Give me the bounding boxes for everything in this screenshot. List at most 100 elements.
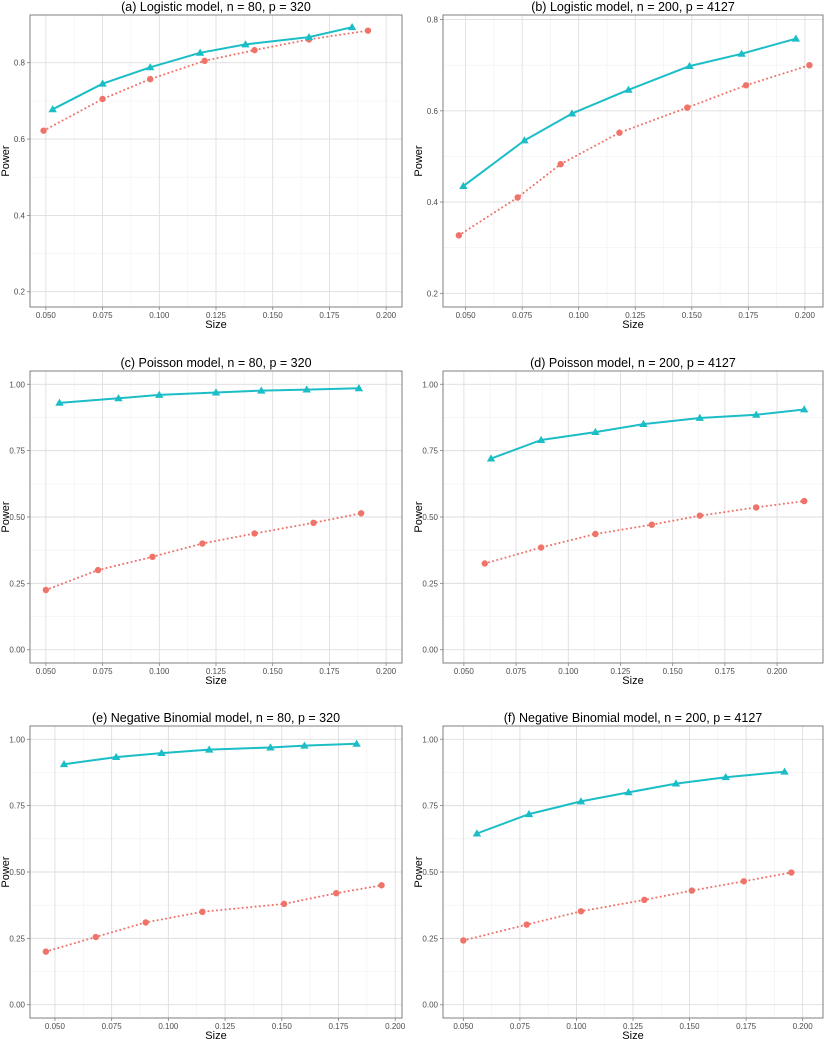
triangle-point [354, 384, 364, 392]
triangle-point [624, 788, 633, 796]
circle-point [592, 530, 599, 538]
y-tick-label: 0.75 [422, 802, 438, 811]
chart-panel-1: 0.050 0.075 0.100 0.125 0.150 0.175 0.200 0.2 0.… [0, 0, 403, 331]
x-tick-label: 0.150 [663, 667, 684, 676]
circle-point [149, 553, 156, 561]
x-tick-label: 0.200 [376, 311, 397, 320]
y-tick-label: 0.75 [422, 447, 438, 456]
y-tick-label: 0.50 [9, 513, 25, 522]
triangle-point [524, 809, 534, 818]
circle-point [94, 566, 102, 574]
x-tick-label: 0.200 [767, 667, 788, 676]
x-tick-label: 0.075 [102, 1022, 123, 1031]
chart-panel-5: 0.050 0.075 0.100 0.125 0.150 0.175 0.200 0.00 0… [0, 711, 406, 1039]
x-tick-label: 0.075 [510, 1022, 531, 1031]
y-axis-label: Power [413, 145, 425, 177]
triangle-point [300, 741, 309, 749]
circle-point [752, 504, 760, 511]
y-tick-label: 0.50 [422, 513, 438, 522]
y-tick-label: 0.6 [427, 107, 439, 116]
triangle-point [55, 398, 64, 406]
x-tick-label: 0.075 [93, 311, 114, 320]
x-tick-label: 0.125 [623, 1022, 644, 1031]
y-tick-label: 0.4 [14, 211, 26, 220]
circle-point [523, 921, 530, 928]
x-axis-label: Size [205, 675, 226, 687]
circle-point [147, 75, 154, 83]
x-tick-label: 0.150 [272, 1022, 293, 1031]
plot-border [442, 725, 824, 1019]
x-tick-label: 0.050 [456, 311, 477, 320]
x-tick-label: 0.125 [625, 311, 646, 320]
y-tick-label: 0.00 [422, 1001, 438, 1010]
triangle-point [459, 181, 468, 190]
y-axis-label: Power [0, 501, 12, 533]
triangle-point [146, 63, 155, 71]
chart-panel-3: 0.050 0.075 0.100 0.125 0.150 0.175 0.200 0.00 0… [0, 356, 403, 687]
circle-point [616, 129, 623, 136]
y-tick-label: 0.50 [422, 868, 438, 877]
x-tick-label: 0.175 [736, 1022, 757, 1031]
chart-panel-4: 0.050 0.075 0.100 0.125 0.150 0.175 0.200 0.00 0… [413, 356, 824, 687]
circle-point [42, 586, 50, 594]
x-tick-label: 0.150 [263, 667, 284, 676]
circle-point [455, 232, 463, 239]
y-tick-label: 0.2 [427, 289, 439, 298]
y-tick-label: 0.75 [9, 802, 25, 811]
circle-point [806, 61, 813, 69]
y-tick-label: 1.00 [9, 735, 25, 744]
triangle-point [302, 385, 311, 393]
circle-point [378, 882, 385, 889]
triangle-point [111, 752, 121, 760]
triangle-point [520, 136, 529, 144]
plot-panel [442, 14, 824, 308]
y-tick-label: 0.00 [9, 1001, 25, 1010]
x-tick-label: 0.050 [36, 311, 57, 320]
x-tick-label: 0.175 [738, 311, 759, 320]
x-tick-label: 0.075 [93, 667, 114, 676]
chart-panel-2: 0.050 0.075 0.100 0.125 0.150 0.175 0.200 0.2 0.… [413, 0, 824, 331]
x-tick-label: 0.100 [158, 1022, 179, 1031]
y-tick-label: 0.25 [422, 934, 438, 943]
x-tick-label: 0.175 [715, 667, 736, 676]
y-tick-label: 1.00 [422, 735, 438, 744]
y-tick-label: 0.4 [427, 198, 439, 207]
triangle-point [639, 419, 648, 428]
triangle-point [737, 49, 746, 57]
triangle-point [241, 40, 250, 48]
y-tick-label: 0.25 [9, 579, 25, 588]
x-tick-label: 0.100 [566, 1022, 587, 1031]
chart-title: (b) Logistic model, n = 200, p = 4127 [531, 0, 735, 14]
y-tick-label: 0.8 [427, 16, 439, 25]
x-tick-label: 0.100 [149, 311, 170, 320]
triangle-point [114, 394, 123, 402]
x-tick-label: 0.100 [569, 311, 590, 320]
triangle-point [98, 79, 107, 87]
triangle-point [780, 767, 789, 775]
circle-point [577, 908, 585, 915]
chart-title: (f) Negative Binomial model, n = 200, p … [504, 711, 763, 725]
y-axis-label: Power [413, 856, 425, 888]
circle-point [514, 194, 521, 201]
x-tick-label: 0.125 [206, 667, 227, 676]
x-tick-label: 0.175 [328, 1022, 349, 1031]
y-tick-label: 1.00 [422, 380, 438, 389]
circle-point [788, 869, 795, 876]
circle-point [310, 519, 317, 527]
triangle-point [791, 34, 801, 42]
triangle-point [347, 23, 357, 31]
x-axis-label: Size [622, 675, 643, 687]
triangle-point [721, 773, 730, 781]
plot-border [442, 14, 824, 308]
x-tick-label: 0.075 [512, 311, 533, 320]
x-axis-label: Size [622, 1030, 643, 1039]
circle-point [251, 530, 258, 537]
triangle-point [751, 410, 761, 418]
triangle-point [472, 829, 482, 837]
plot-border [29, 370, 403, 664]
circle-point [648, 521, 655, 528]
y-tick-label: 0.50 [9, 868, 25, 877]
triangle-point [536, 435, 546, 443]
triangle-point [48, 105, 57, 113]
